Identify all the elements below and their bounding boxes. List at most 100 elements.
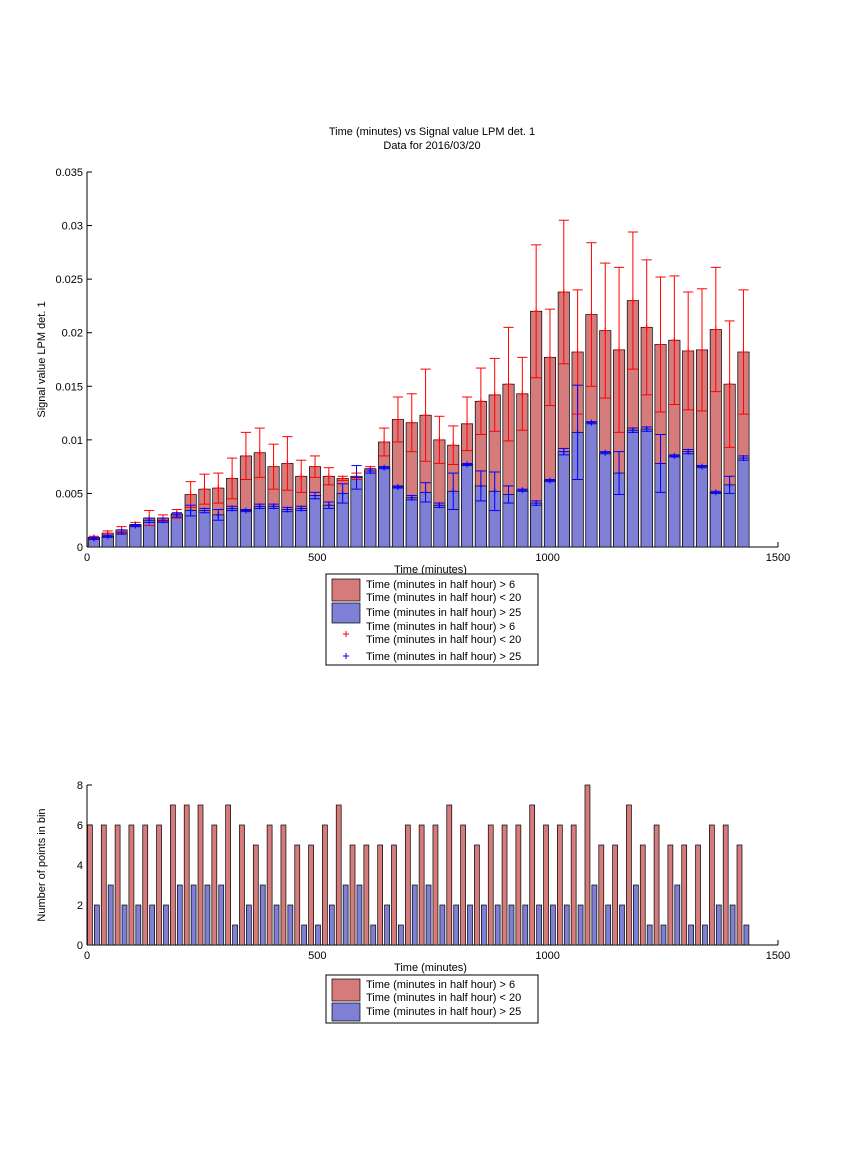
legend2-label: Time (minutes in half hour) > 6 — [366, 979, 515, 991]
count-bar-blue — [94, 904, 100, 946]
count-bar-red — [266, 824, 273, 946]
bar-blue — [626, 429, 639, 548]
y-tick-label: 0.025 — [55, 274, 83, 286]
count-bar-blue — [660, 924, 667, 946]
legend-swatch-red — [331, 578, 361, 602]
bar-blue — [295, 508, 308, 548]
y-axis-label: Number of points in bin — [36, 808, 48, 921]
bar-blue — [585, 422, 598, 548]
count-bar-red — [322, 824, 328, 946]
count-bar-blue — [619, 904, 625, 946]
count-bar-red — [474, 844, 480, 946]
count-bar-red — [570, 824, 577, 946]
count-bar-red — [709, 824, 715, 946]
y-tick-label: 4 — [77, 860, 83, 872]
count-bar-red — [667, 844, 674, 946]
bar-blue — [129, 525, 142, 548]
x-axis-label: Time (minutes) — [394, 564, 467, 576]
count-bar-red — [363, 844, 370, 946]
count-bar-blue — [536, 904, 542, 946]
count-bar-blue — [494, 904, 501, 946]
y-tick-label: 0 — [77, 542, 83, 554]
legend-label: Time (minutes in half hour) < 20 — [366, 634, 521, 646]
count-bar-red — [446, 804, 453, 946]
count-bar-red — [501, 824, 508, 946]
count-bar-blue — [176, 884, 183, 946]
y-tick-label: 0 — [77, 940, 83, 952]
count-bar-red — [653, 824, 660, 946]
x-tick-label: 1500 — [766, 552, 790, 564]
count-bar-red — [252, 844, 259, 946]
count-bar-red — [681, 844, 688, 946]
bar-blue — [267, 505, 280, 548]
y-tick-label: 2 — [77, 900, 83, 912]
count-bar-blue — [577, 904, 584, 946]
count-bar-red — [722, 824, 729, 946]
count-bar-red — [612, 844, 618, 946]
bar-blue — [737, 457, 750, 548]
bar-blue — [557, 451, 570, 548]
bar-blue — [253, 505, 266, 548]
count-bar-red — [598, 844, 605, 946]
count-bar-red — [391, 844, 397, 946]
count-bar-blue — [715, 904, 722, 946]
y-axis-label: Signal value LPM det. 1 — [36, 301, 48, 417]
y-tick-label: 0.015 — [55, 381, 83, 393]
bar-blue — [543, 480, 556, 548]
count-bar-blue — [398, 924, 404, 946]
count-bar-blue — [246, 904, 252, 946]
count-bar-blue — [563, 904, 570, 946]
count-bar-blue — [121, 904, 128, 946]
count-bar-red — [335, 804, 342, 946]
bar-blue — [668, 455, 681, 548]
count-bar-red — [128, 824, 135, 946]
bar-blue — [281, 509, 294, 548]
count-bar-red — [114, 824, 121, 946]
legend-label: Time (minutes in half hour) > 6 — [366, 579, 515, 591]
count-bar-blue — [384, 904, 390, 946]
count-bar-red — [308, 844, 314, 946]
count-bar-blue — [411, 884, 418, 946]
x-tick-label: 1500 — [766, 950, 790, 962]
count-bar-blue — [467, 904, 473, 946]
count-bar-blue — [107, 884, 114, 946]
count-bar-blue — [646, 924, 653, 946]
count-bar-red — [432, 824, 439, 946]
bar-blue — [695, 466, 709, 548]
count-bar-blue — [163, 904, 169, 946]
figure-title-line2: Data for 2016/03/20 — [383, 140, 480, 152]
count-bar-blue — [674, 884, 681, 946]
count-bar-blue — [218, 884, 225, 946]
count-bar-red — [100, 824, 107, 946]
count-bar-red — [515, 824, 522, 946]
x-axis-label: Time (minutes) — [394, 962, 467, 974]
legend2-swatch-blue — [331, 1002, 361, 1022]
bar-blue — [322, 504, 335, 548]
count-bar-red — [543, 824, 549, 946]
count-bar-red — [183, 804, 190, 946]
bar-blue — [391, 486, 404, 548]
bar-blue — [640, 428, 653, 548]
count-bar-blue — [259, 884, 266, 946]
x-tick-label: 0 — [84, 552, 90, 564]
count-bar-blue — [480, 904, 487, 946]
count-bar-chart: 0 500 1000 1500 0 2 4 6 8 Time (minutes) Number of… — [36, 780, 790, 974]
count-bar-blue — [301, 924, 308, 946]
x-tick-label: 0 — [84, 950, 90, 962]
x-tick-label: 1000 — [535, 950, 559, 962]
figure-title-line1: Time (minutes) vs Signal value LPM det. … — [329, 126, 535, 138]
bar-blue — [226, 508, 239, 548]
legend2-label: Time (minutes in half hour) < 20 — [366, 992, 521, 1004]
count-bar-blue — [508, 904, 515, 946]
count-bar-red — [487, 824, 494, 946]
count-bar-blue — [550, 904, 556, 946]
count-bar-blue — [729, 904, 736, 946]
legend2-label: Time (minutes in half hour) > 25 — [366, 1006, 521, 1018]
y-tick-label: 0.02 — [62, 328, 83, 340]
bar-blue — [723, 484, 736, 548]
bar-blue — [198, 510, 211, 548]
legend-label: Time (minutes in half hour) > 25 — [366, 607, 521, 619]
bar-blue — [364, 470, 377, 548]
bar-blue — [682, 451, 695, 548]
